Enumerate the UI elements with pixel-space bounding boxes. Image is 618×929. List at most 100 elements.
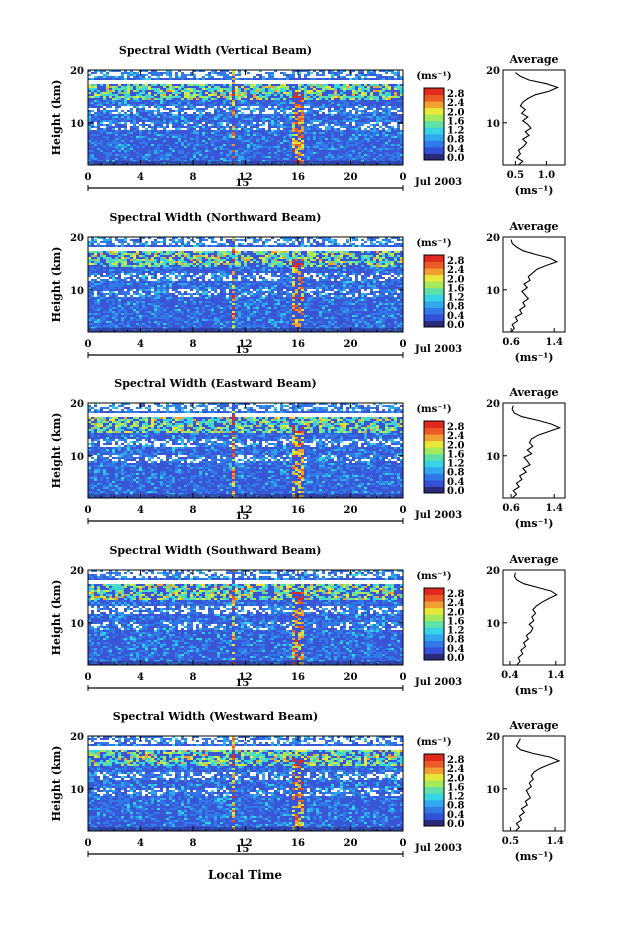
x-tick-label: 16 [291,838,305,849]
colorbar-tick-label: 0.0 [447,819,464,830]
colorbar-segment [424,268,444,276]
colorbar-tick-label: 2.8 [447,589,464,600]
y-tick-label: 20 [70,732,84,743]
date-label: Jul 2003 [414,843,462,854]
colorbar-segment [424,594,444,602]
colorbar-tick-label: 1.2 [447,459,464,470]
colorbar-segment [424,466,444,474]
average-y-tick-label: 10 [486,452,500,463]
average-profile-line [515,72,560,166]
average-profile-line [513,572,558,666]
x-tick-label: 8 [190,838,197,849]
colorbar-tick-label: 0.4 [447,144,464,155]
colorbar-segment [424,653,444,661]
colorbar-tick-label: 0.8 [447,635,464,646]
colorbar-tick-label: 0.4 [447,311,464,322]
x-tick-label: 4 [137,172,144,183]
colorbar-segment [424,640,444,648]
average-y-tick-label: 20 [486,399,500,410]
y-tick-label: 10 [70,452,84,463]
colorbar-segment [424,819,444,827]
colorbar-segment [424,101,444,109]
average-y-tick-label: 10 [486,619,500,630]
colorbar-segment [424,620,444,628]
x-tick-label: 8 [190,505,197,516]
colorbar-segment [424,806,444,814]
y-axis-label: Height (km) [50,247,63,323]
panel-4: Spectral Width (Southward Beam) 10 20 Heigh… [50,544,566,697]
heatmap [88,570,403,665]
average-x-label: (ms⁻¹) [515,684,554,697]
y-axis-label: Height (km) [50,746,63,822]
panel-2: Spectral Width (Northward Beam) 10 20 Heigh… [50,211,566,364]
colorbar-segment [424,646,444,654]
colorbar-segment [424,114,444,122]
average-y-tick-label: 10 [486,286,500,297]
x-tick-label: 12 [239,172,253,183]
panel-title: Spectral Width (Southward Beam) [109,544,321,557]
colorbar-segment [424,88,444,96]
colorbar-tick-label: 2.4 [447,265,464,276]
panel-5: Spectral Width (Westward Beam) 10 20 Height… [50,710,566,863]
x-tick-label: 20 [344,505,358,516]
colorbar-tick-label: 0.4 [447,477,464,488]
x-tick-label: 16 [291,672,305,683]
x-tick-label: 16 [291,172,305,183]
colorbar-unit: (ms⁻¹) [416,404,451,415]
colorbar-tick-label: 2.0 [447,440,464,451]
average-x-label: (ms⁻¹) [515,184,554,197]
average-frame [502,569,566,666]
x-tick-label: 0 [85,339,92,350]
colorbar-tick-label: 1.6 [447,116,464,127]
colorbar-tick-label: 2.4 [447,98,464,109]
colorbar-frame [423,87,445,161]
y-tick-label: 20 [70,66,84,77]
average-y-tick-label: 10 [486,119,500,130]
average-y-tick-label: 20 [486,66,500,77]
colorbar-segment [424,601,444,609]
average-profile-line [511,405,562,499]
colorbar-tick-label: 0.8 [447,302,464,313]
colorbar-tick-label: 0.8 [447,135,464,146]
average-x-tick-label: 1.4 [546,337,563,348]
average-y-tick-label: 20 [486,233,500,244]
colorbar-segment [424,255,444,263]
colorbar-segment [424,421,444,429]
colorbar-segment [424,127,444,135]
colorbar-segment [424,300,444,308]
colorbar-segment [424,274,444,282]
panel-title: Spectral Width (Northward Beam) [110,211,322,224]
colorbar-segment [424,486,444,494]
colorbar-segment [424,261,444,269]
colorbar-unit: (ms⁻¹) [416,71,451,82]
colorbar-tick-label: 1.6 [447,616,464,627]
average-title: Average [508,719,558,732]
average-frame [502,402,566,499]
day-label: 15 [235,844,249,855]
y-axis-label: Height (km) [50,580,63,656]
x-tick-label: 12 [239,672,253,683]
colorbar-segment [424,287,444,295]
colorbar-tick-label: 2.8 [447,89,464,100]
colorbar-tick-label: 2.0 [447,274,464,285]
average-x-tick-label: 0.4 [501,670,518,681]
average-x-label: (ms⁻¹) [515,850,554,863]
colorbar-segment [424,294,444,302]
colorbar-tick-label: 2.4 [447,598,464,609]
colorbar-segment [424,320,444,328]
colorbar-tick-label: 1.2 [447,792,464,803]
colorbar-frame [423,254,445,328]
colorbar-tick-label: 0.8 [447,801,464,812]
average-title: Average [508,53,558,66]
colorbar-segment [424,479,444,487]
colorbar-segment [424,447,444,455]
x-tick-label: 12 [239,339,253,350]
average-profile-line [510,239,559,333]
colorbar-segment [424,313,444,321]
average-y-tick-label: 20 [486,732,500,743]
average-frame [502,69,566,166]
colorbar-segment [424,799,444,807]
x-tick-label: 20 [344,838,358,849]
colorbar-segment [424,120,444,128]
